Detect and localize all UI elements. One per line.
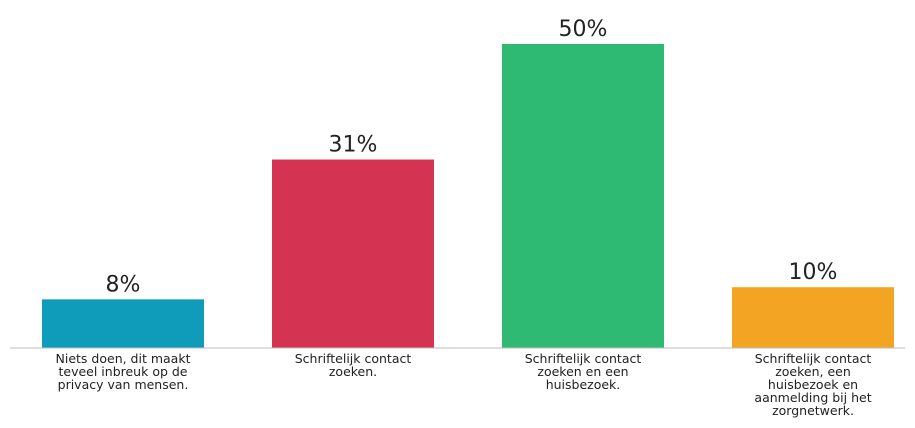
value-label-1: 8% (106, 272, 141, 297)
bars-group (42, 44, 894, 348)
value-labels-group: 8% 31% 50% 10% (106, 17, 838, 297)
category-label-2: Schriftelijk contact zoeken. (294, 351, 412, 379)
bar-1 (42, 299, 204, 348)
bar-4 (732, 287, 894, 348)
category-label-4: Schriftelijk contact zoeken, een huisbez… (754, 351, 872, 418)
category-label-1: Niets doen, dit maakt teveel inbreuk op … (55, 351, 191, 392)
category-label-3: Schriftelijk contact zoeken en een huisb… (524, 351, 642, 392)
bar-3 (502, 44, 664, 348)
value-label-3: 50% (559, 17, 608, 42)
bar-2 (272, 159, 434, 348)
value-label-2: 31% (329, 133, 378, 158)
value-label-4: 10% (789, 260, 838, 285)
